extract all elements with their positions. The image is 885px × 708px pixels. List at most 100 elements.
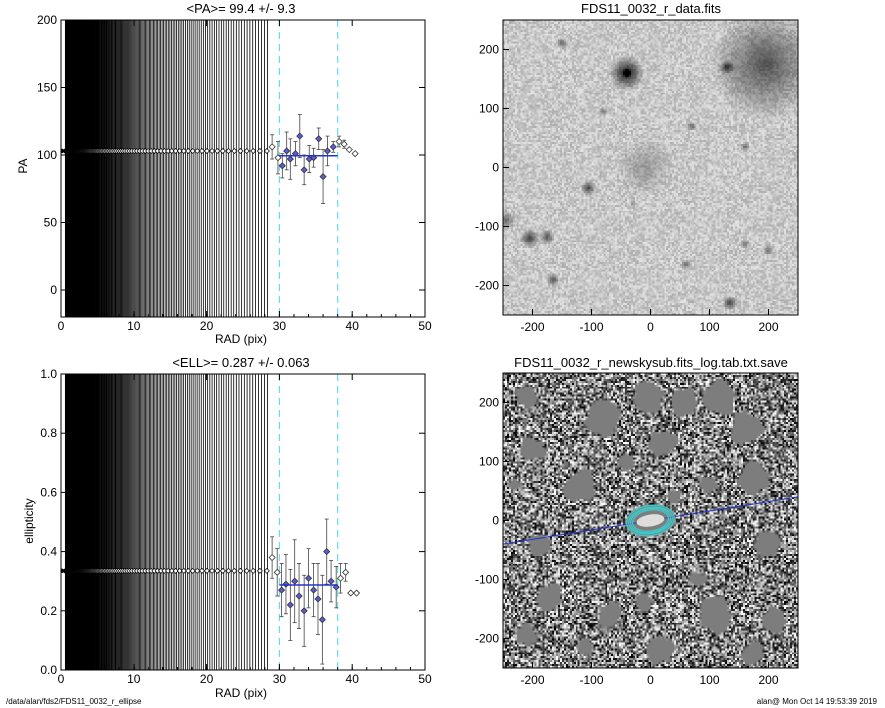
ell-x-tick-label-1: 10: [127, 672, 141, 686]
ell-y-tick-label-5: 1.0: [40, 367, 57, 381]
ell-point-13: [327, 577, 335, 585]
pa-inner-point-98: [185, 147, 192, 154]
sky-y-tick-label-1: -100: [475, 573, 499, 587]
ell-inner-point-94: [168, 567, 175, 574]
pa-point-4: [286, 155, 294, 163]
pa-x-tick-label-1: 10: [127, 319, 141, 333]
sky-x-tick-label-2: 0: [647, 673, 654, 687]
ell-inner-point-107: [231, 567, 238, 574]
pa-inner: [61, 20, 359, 317]
pa-inner-point-111: [256, 147, 263, 154]
sky-x-tick-label-0: -200: [520, 673, 544, 687]
skysub-image-title: FDS11_0032_r_newskysub.fits_log.tab.txt.…: [514, 355, 788, 370]
pa-x-tick-label-5: 50: [418, 319, 432, 333]
ell-point-17: [347, 589, 355, 597]
ell-point-8: [304, 574, 313, 582]
ell-point-5: [291, 577, 299, 585]
pa-inner-point-100: [194, 147, 201, 154]
ellipticity-plot-area: 0 10 20 30 40 50 0.0 0.2 0.4 0.6 0.8 1.0: [40, 367, 432, 686]
pa-y-tick-label-0: 0: [50, 283, 57, 297]
ell-y-tick-label-1: 0.2: [40, 604, 57, 618]
pa-title: <PA>= 99.4 +/- 9.3: [187, 1, 296, 16]
pa-point-3: [283, 147, 291, 155]
pa-point-12: [323, 147, 332, 155]
pa-inner-point-107: [231, 147, 238, 154]
footer-path: /data/alan/fds2/FDS11_0032_r_ellipse: [6, 697, 142, 706]
pa-inner-point-102: [203, 147, 210, 154]
pa-plot-area: 0 10 20 30 40 50 0 50 100 150 200: [37, 13, 432, 333]
ell-point-18: [353, 589, 361, 597]
sky-y-tick-label-4: 200: [479, 396, 499, 410]
pa-inner-point-101: [199, 147, 206, 154]
data-image-title: FDS11_0032_r_data.fits: [581, 1, 721, 16]
pa-x-tick-label-2: 20: [200, 319, 214, 333]
sky-isophote-ellipse-1: [630, 507, 671, 534]
pa-point-7: [300, 166, 308, 174]
ell-inner-point-112: [263, 567, 270, 574]
sky-x-tick-label-4: 200: [758, 673, 778, 687]
ell-point-11: [318, 616, 326, 624]
ell-inner-point-109: [243, 567, 250, 574]
ell-y-tick-label-2: 0.4: [40, 545, 57, 559]
ell-inner-point-96: [176, 567, 183, 574]
ell-point-2: [278, 586, 286, 594]
sky-x-tick-label-1: -100: [579, 673, 603, 687]
pa-x-tick-label-4: 40: [346, 319, 360, 333]
sky-isophote-ellipse-2: [631, 509, 670, 532]
pa-y-tick-label-3: 150: [37, 81, 57, 95]
data-y-tick-label-3: 100: [479, 102, 499, 116]
ell-inner-point-106: [225, 567, 232, 574]
sky-y-tick-label-3: 100: [479, 455, 499, 469]
pa-point-11: [319, 173, 327, 181]
pa-inner-point-103: [209, 147, 216, 154]
ell-point-9: [310, 586, 318, 594]
sky-y-tick-label-0: -200: [475, 632, 499, 646]
ell-point-1: [273, 568, 281, 576]
ellipticity-y-axis-label: ellipticity: [22, 498, 36, 543]
pa-y-tick-label-1: 50: [44, 216, 58, 230]
pa-point-2: [278, 162, 286, 170]
pa-x-tick-label-0: 0: [58, 319, 65, 333]
skysub-image-area: -200 -100 0 100 200 -200 -100 0 100 200: [475, 372, 799, 687]
ellipticity-title: <ELL>= 0.287 +/- 0.063: [172, 355, 309, 370]
ell-frame: [60, 373, 426, 671]
pa-inner-point-112: [263, 147, 270, 154]
pa-inner-point-97: [180, 147, 187, 154]
pa-y-tick-label-2: 100: [37, 148, 57, 162]
pa-point-0: [268, 143, 276, 151]
ell-inner: [61, 374, 361, 670]
pa-point-13: [329, 143, 337, 151]
pa-point-14: [335, 137, 343, 146]
pa-inner-point-96: [176, 147, 183, 154]
data-y-tick-label-2: 0: [492, 161, 499, 175]
sky-y-tick-label-2: 0: [492, 514, 499, 528]
ell-inner-point-99: [189, 567, 196, 574]
ell-y-tick-label-3: 0.6: [40, 485, 57, 499]
pa-plot: <PA>= 99.4 +/- 9.3 RAD (pix) PA 0 10 20 30 4…: [16, 1, 432, 346]
ell-x-tick-label-0: 0: [58, 672, 65, 686]
ell-point-7: [300, 607, 308, 615]
pa-point-6: [296, 132, 304, 140]
sky-x-tick-label-3: 100: [699, 673, 719, 687]
ell-y-tick-label-4: 0.8: [40, 426, 57, 440]
data-image-area: -200 -100 0 100 200 -200 -100 0 100 200: [475, 19, 799, 334]
ell-point-0: [268, 553, 276, 562]
ell-inner-point-97: [180, 567, 187, 574]
pa-inner-point-104: [214, 147, 221, 154]
pa-frame: [60, 19, 426, 318]
pa-point-10: [315, 135, 323, 143]
pa-point-16: [345, 146, 353, 154]
ell-inner-point-111: [256, 567, 263, 574]
ell-inner-point-100: [194, 567, 201, 574]
ell-inner-point-101: [199, 567, 206, 574]
data-x-tick-label-0: -200: [520, 320, 544, 334]
pa-x-tick-label-3: 30: [273, 319, 287, 333]
ell-inner-point-98: [185, 567, 192, 574]
data-x-tick-label-1: -100: [579, 320, 603, 334]
pa-inner-point-99: [189, 147, 196, 154]
ell-point-3: [282, 580, 290, 588]
ell-point-12: [323, 548, 331, 556]
ell-point-4: [286, 601, 294, 609]
pa-x-axis-label: RAD (pix): [215, 332, 267, 346]
data-y-tick-label-0: -200: [475, 279, 499, 293]
